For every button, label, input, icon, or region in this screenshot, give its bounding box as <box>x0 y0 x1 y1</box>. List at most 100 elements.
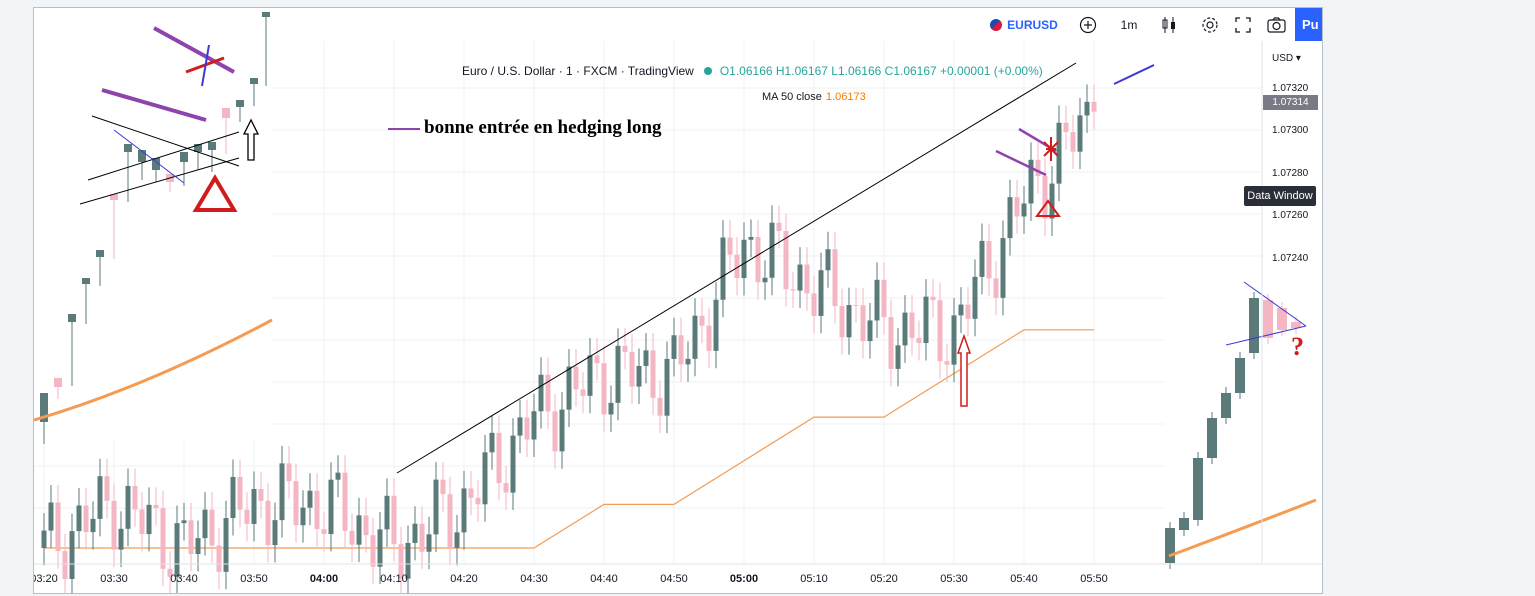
candle-body <box>202 509 208 539</box>
candle-body <box>48 502 54 531</box>
candle-body <box>223 518 229 572</box>
time-label: 05:40 <box>1010 573 1038 585</box>
inset-background <box>34 20 272 440</box>
candle-body <box>244 509 250 524</box>
inset-candle-body <box>180 152 188 162</box>
inset-blue-line <box>113 129 185 184</box>
inset-candle-body <box>262 12 270 17</box>
candle-body <box>286 463 292 482</box>
candle-body <box>538 374 544 412</box>
inset-candle-body <box>1291 322 1301 328</box>
camera-icon[interactable] <box>1263 8 1289 41</box>
candle-body <box>573 366 579 390</box>
candle-body <box>559 409 565 452</box>
inset-candle-body <box>1277 308 1287 330</box>
candle-body <box>916 337 922 343</box>
time-label: 04:30 <box>520 573 548 585</box>
publish-button[interactable]: Pu <box>1295 8 1322 41</box>
candle-body <box>608 402 614 415</box>
currency-selector[interactable]: USD ▾ <box>1272 53 1301 64</box>
inset-candle-body <box>222 108 230 118</box>
candle-body <box>468 488 474 498</box>
candle-body <box>377 529 383 567</box>
chart-plot[interactable] <box>34 8 1322 593</box>
asterisk-marker <box>1043 137 1059 161</box>
candle-body <box>132 485 138 510</box>
candle-body <box>790 289 796 291</box>
inset-red-triangle <box>192 174 238 212</box>
candle-body <box>181 520 187 524</box>
candle-body <box>769 222 775 278</box>
inset-candle-body <box>54 378 62 387</box>
candle-body <box>636 365 642 387</box>
candle-body <box>545 374 551 412</box>
price-label: 1.07240 <box>1272 253 1309 264</box>
inset-candle-body <box>1235 358 1245 393</box>
candle-body <box>419 523 425 552</box>
candle-body <box>237 476 243 510</box>
fullscreen-icon[interactable] <box>1231 8 1255 41</box>
candle-body <box>1014 197 1020 217</box>
candle-body <box>405 542 411 579</box>
candle-body <box>454 532 460 548</box>
inset-ma-line <box>1168 498 1317 558</box>
candle-body <box>1007 197 1013 239</box>
time-label: 05:50 <box>1080 573 1108 585</box>
candle-body <box>349 530 355 545</box>
inset-candle-body <box>250 78 258 84</box>
settings-icon[interactable] <box>1198 8 1222 41</box>
time-label: 03:40 <box>170 573 198 585</box>
ma-legend[interactable]: MA 50 close 1.06173 <box>762 91 866 103</box>
candle-body <box>412 523 418 543</box>
candle-body <box>482 452 488 505</box>
inset-triangle-top <box>91 115 240 167</box>
candle-body <box>979 240 985 277</box>
candle-body <box>76 505 82 532</box>
blue-line-right <box>1113 64 1155 85</box>
candle-body <box>391 495 397 545</box>
candle-body <box>398 544 404 579</box>
candles-icon[interactable] <box>1157 8 1181 41</box>
candle-body <box>195 538 201 554</box>
candle-body <box>727 237 733 255</box>
triangle-marker-small <box>1035 199 1061 217</box>
currency-label: USD <box>1272 53 1294 64</box>
inset-candle-body <box>208 142 216 150</box>
time-label: 04:40 <box>590 573 618 585</box>
inset-zoom-left <box>34 12 273 444</box>
inset-candle-body <box>96 250 104 257</box>
candle-body <box>594 355 600 364</box>
inset-candle-body <box>152 158 160 170</box>
candle-body <box>909 312 915 338</box>
data-window-tooltip[interactable]: Data Window <box>1244 186 1316 206</box>
interval-button[interactable]: 1m <box>1114 8 1144 41</box>
candle-body <box>321 529 327 535</box>
symbol-label: EURUSD <box>1007 17 1058 32</box>
candle-body <box>153 504 159 509</box>
candle-body <box>62 551 68 579</box>
candle-body <box>363 515 369 536</box>
annotation-label: bonne entrée en hedging long <box>424 117 662 138</box>
inset-blue-line-bottom <box>1225 325 1307 346</box>
candle-body <box>867 320 873 342</box>
candle-body <box>475 497 481 505</box>
purple-line-right <box>995 149 1047 177</box>
candle-body <box>776 222 782 231</box>
candle-body <box>930 296 936 301</box>
candle-body <box>1035 159 1041 177</box>
candle-body <box>965 304 971 319</box>
candle-body <box>83 505 89 533</box>
symbol-search[interactable]: EURUSD <box>989 8 1059 41</box>
add-compare-icon[interactable] <box>1075 8 1101 41</box>
candle-body <box>104 476 110 501</box>
candle-body <box>951 315 957 365</box>
candle-body <box>1084 101 1090 116</box>
candle-body <box>1056 122 1062 184</box>
candle-body <box>615 345 621 403</box>
inset-candle-body <box>124 144 132 152</box>
candle-body <box>426 534 432 552</box>
candle-body <box>433 479 439 535</box>
inset-triangle-mid <box>87 131 240 181</box>
candle-body <box>531 411 537 440</box>
time-label: 05:00 <box>729 573 759 585</box>
